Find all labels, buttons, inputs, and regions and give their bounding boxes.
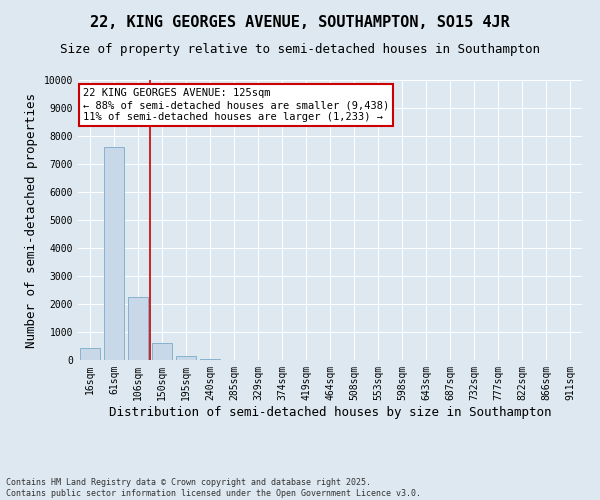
Text: 22 KING GEORGES AVENUE: 125sqm
← 88% of semi-detached houses are smaller (9,438): 22 KING GEORGES AVENUE: 125sqm ← 88% of … <box>83 88 389 122</box>
Text: Size of property relative to semi-detached houses in Southampton: Size of property relative to semi-detach… <box>60 42 540 56</box>
Bar <box>176 356 196 360</box>
Bar <box>152 343 172 360</box>
Text: Contains HM Land Registry data © Crown copyright and database right 2025.
Contai: Contains HM Land Registry data © Crown c… <box>6 478 421 498</box>
Bar <box>200 358 220 360</box>
Bar <box>104 147 124 360</box>
Y-axis label: Number of semi-detached properties: Number of semi-detached properties <box>25 92 38 348</box>
Text: 22, KING GEORGES AVENUE, SOUTHAMPTON, SO15 4JR: 22, KING GEORGES AVENUE, SOUTHAMPTON, SO… <box>90 15 510 30</box>
Bar <box>80 348 100 360</box>
X-axis label: Distribution of semi-detached houses by size in Southampton: Distribution of semi-detached houses by … <box>109 406 551 418</box>
Bar <box>128 297 148 360</box>
